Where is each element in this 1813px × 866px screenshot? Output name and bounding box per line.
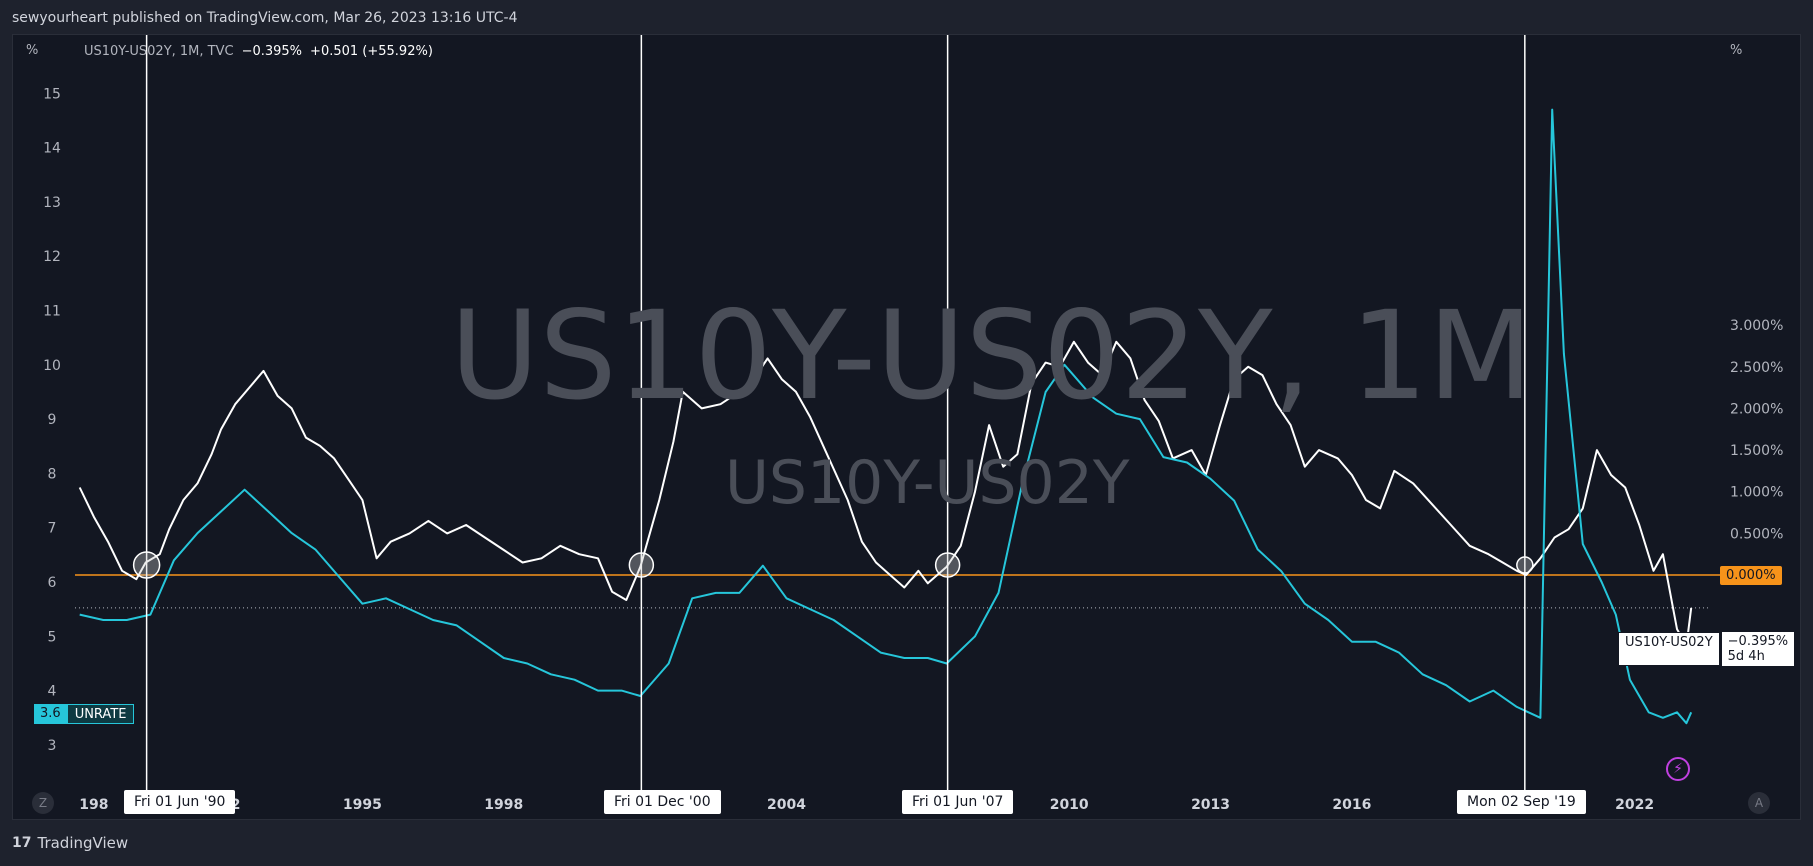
legend-symbol: US10Y-US02Y, 1M, TVC xyxy=(84,44,234,59)
left-tick-label: 7 xyxy=(48,521,57,537)
series-tag-last: −0.395% xyxy=(1727,634,1789,649)
left-tick-label: 8 xyxy=(48,466,57,482)
series-price-tag: US10Y-US02Y −0.395% 5d 4h xyxy=(1618,632,1795,666)
left-axis-unit: % xyxy=(26,43,39,58)
series-tag-name: US10Y-US02Y xyxy=(1618,632,1720,666)
right-tick-label: 2.000% xyxy=(1730,401,1783,417)
x-tick-label: 198 xyxy=(79,797,108,813)
x-tick-label: 1998 xyxy=(484,797,523,813)
left-tick-label: 10 xyxy=(43,358,61,374)
crossing-marker xyxy=(132,551,161,579)
left-tick-label: 3 xyxy=(48,738,57,754)
series-tag-value: −0.395% 5d 4h xyxy=(1721,632,1795,666)
unrate-line xyxy=(79,108,1693,725)
date-marker-1990: Fri 01 Jun '90 xyxy=(124,790,236,814)
top-bar: sewyourheart published on TradingView.co… xyxy=(0,0,1813,34)
legend-last-value: −0.395% xyxy=(241,44,303,59)
x-tick-label: 2022 xyxy=(1615,797,1654,813)
left-tick-label: 14 xyxy=(43,141,61,157)
x-tick-label: 1995 xyxy=(343,797,382,813)
x-tick-label: 2013 xyxy=(1191,797,1230,813)
right-tick-label: 2.500% xyxy=(1730,360,1783,376)
unrate-value: 3.6 xyxy=(34,704,67,724)
left-tick-label: 4 xyxy=(48,684,57,700)
left-tick-label: 9 xyxy=(48,412,57,428)
zoom-reset-button[interactable]: Z xyxy=(32,792,54,814)
series-tag-countdown: 5d 4h xyxy=(1727,649,1765,664)
date-marker-2019: Mon 02 Sep '19 xyxy=(1457,790,1586,814)
x-tick-label: 2010 xyxy=(1050,797,1089,813)
legend-change: +0.501 (+55.92%) xyxy=(310,44,433,59)
auto-scale-button[interactable]: A xyxy=(1748,792,1770,814)
left-tick-label: 13 xyxy=(43,195,61,211)
left-tick-label: 15 xyxy=(43,86,61,102)
right-tick-label: 1.000% xyxy=(1730,485,1783,501)
right-tick-label: 3.000% xyxy=(1730,318,1783,334)
chart-frame[interactable] xyxy=(12,34,1801,820)
right-axis-unit: % xyxy=(1730,43,1743,58)
lightning-icon[interactable]: ⚡ xyxy=(1666,757,1690,781)
published-caption: sewyourheart published on TradingView.co… xyxy=(12,10,518,26)
series-legend[interactable]: US10Y-US02Y, 1M, TVC −0.395% +0.501 (+55… xyxy=(84,44,433,59)
crossing-marker xyxy=(628,552,655,578)
unrate-name: UNRATE xyxy=(66,704,135,724)
footer-brand: TradingView xyxy=(37,834,129,852)
footer: 17 TradingView xyxy=(0,820,1813,866)
x-tick-label: 2004 xyxy=(767,797,806,813)
date-marker-2007: Fri 01 Jun '07 xyxy=(902,790,1014,814)
tradingview-logo[interactable]: 17 TradingView xyxy=(12,834,128,852)
zero-line-tag: 0.000% xyxy=(1720,566,1782,585)
x-tick-label: 2016 xyxy=(1332,797,1371,813)
right-tick-label: 1.500% xyxy=(1730,443,1783,459)
crossing-marker xyxy=(1516,556,1534,574)
watermark-sub: US10Y-US02Y xyxy=(725,448,1130,518)
date-marker-2000: Fri 01 Dec '00 xyxy=(604,790,721,814)
crossing-marker xyxy=(934,552,961,578)
left-tick-label: 6 xyxy=(48,575,57,591)
left-tick-label: 11 xyxy=(43,304,61,320)
left-tick-label: 5 xyxy=(48,629,57,645)
spread-line xyxy=(78,340,1693,647)
left-tick-label: 12 xyxy=(43,249,61,265)
tradingview-mark-icon: 17 xyxy=(12,835,32,851)
watermark-main: US10Y-US02Y, 1M xyxy=(450,285,1533,427)
unrate-price-tag: 3.6 UNRATE xyxy=(34,704,135,724)
right-tick-label: 0.500% xyxy=(1730,526,1783,542)
